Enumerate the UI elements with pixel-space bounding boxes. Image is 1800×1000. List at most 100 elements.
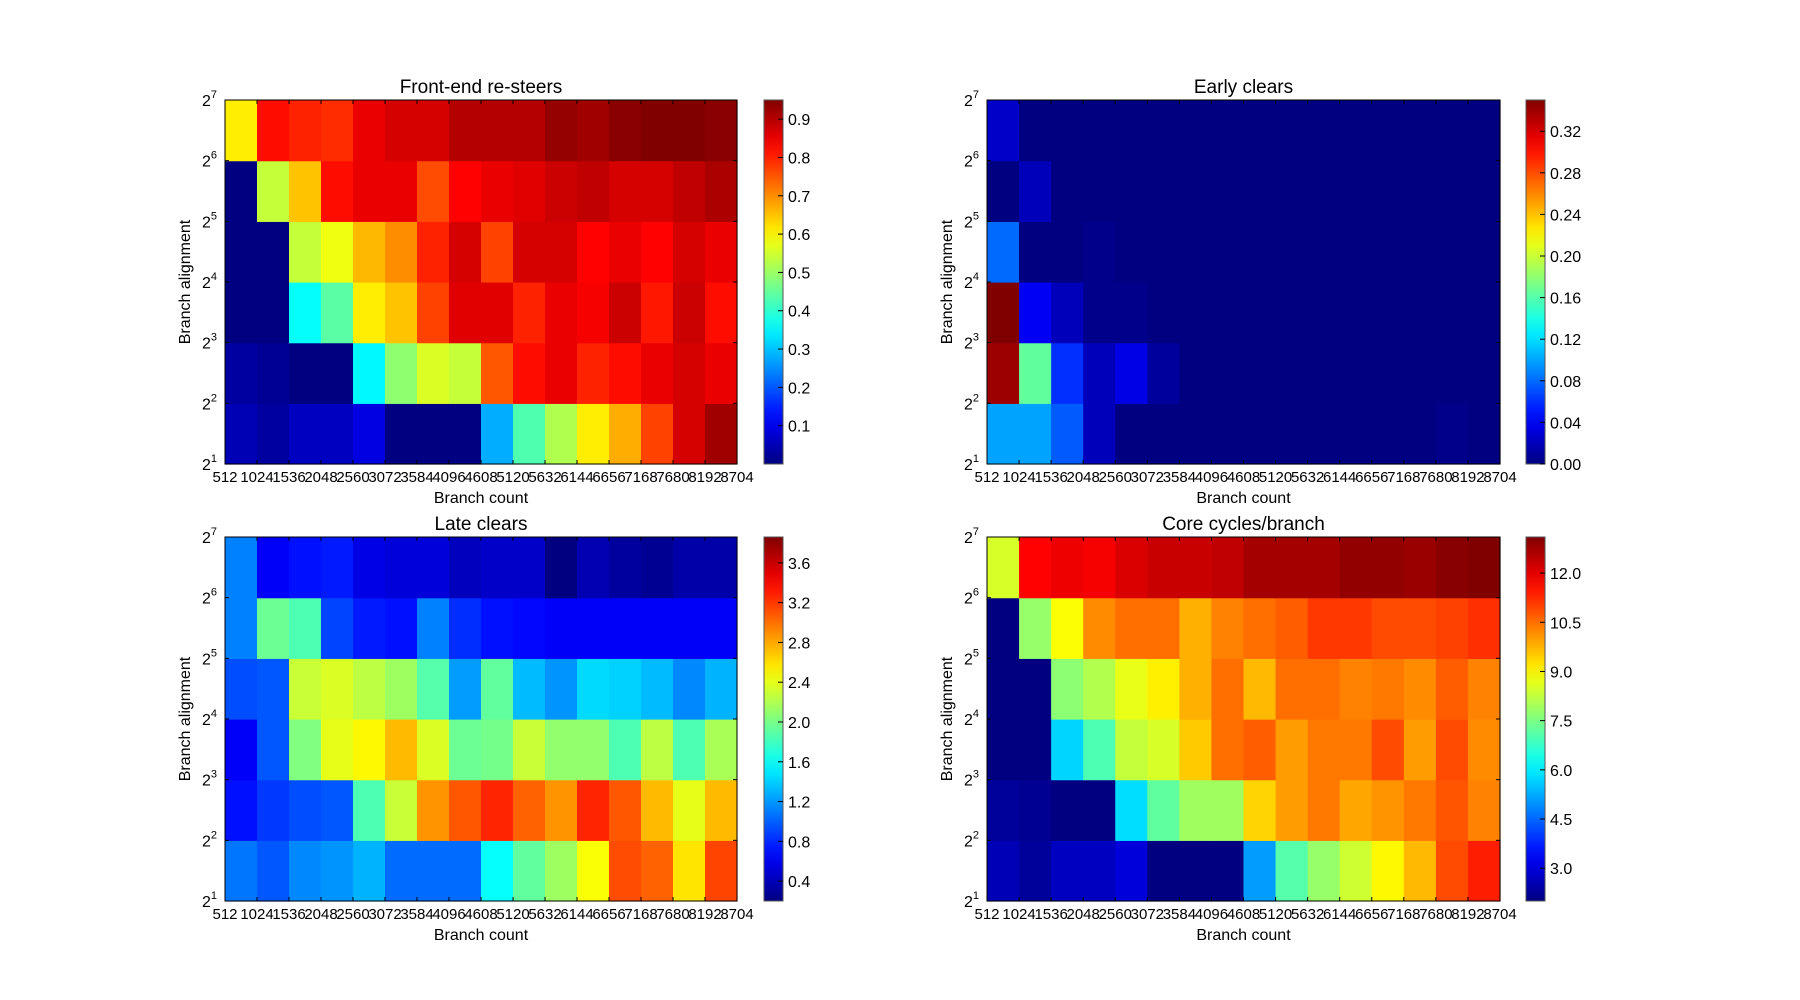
y-tick-exponent: 1 xyxy=(973,453,979,465)
heatmap-cell xyxy=(1115,779,1148,841)
heatmap-cell xyxy=(1243,160,1277,222)
heatmap-cell xyxy=(705,221,738,283)
heatmap-cell xyxy=(1371,537,1405,599)
heatmap-cell xyxy=(385,537,418,599)
heatmap-cell xyxy=(1083,779,1116,841)
y-tick-label: 25 xyxy=(964,210,979,231)
heatmap-cell xyxy=(257,403,290,465)
y-tick-label: 23 xyxy=(202,332,217,353)
heatmap-cell xyxy=(1083,403,1116,465)
heatmap-cell xyxy=(1115,658,1148,720)
chart-title: Early clears xyxy=(1194,77,1293,98)
colorbar-tick-label: 0.1 xyxy=(788,419,810,436)
heatmap-cell xyxy=(1435,100,1469,162)
x-tick-label: 2048 xyxy=(304,906,337,923)
y-tick-base: 2 xyxy=(964,457,973,474)
heatmap-cell xyxy=(353,160,386,222)
x-tick-label: 7680 xyxy=(1419,906,1452,923)
heatmap-cell xyxy=(641,840,674,902)
y-tick-exponent: 3 xyxy=(211,769,217,781)
colorbar-tick-label: 0.5 xyxy=(788,265,810,282)
heatmap-cell xyxy=(1467,342,1501,404)
heatmap-cell xyxy=(705,840,738,902)
heatmap-cell xyxy=(1307,403,1341,465)
heatmap-cell xyxy=(987,160,1020,222)
heatmap-cell xyxy=(1467,658,1501,720)
heatmap-cell xyxy=(987,342,1020,404)
heatmap-cell xyxy=(257,221,290,283)
heatmap-cell xyxy=(1019,403,1052,465)
heatmap-cell xyxy=(225,658,258,720)
heatmap-cell xyxy=(641,597,674,659)
y-tick-exponent: 7 xyxy=(211,89,217,101)
heatmap-cell xyxy=(449,342,482,404)
y-tick-label: 26 xyxy=(964,150,979,171)
colorbar-tick-label: 0.8 xyxy=(788,834,810,851)
heatmap-cell xyxy=(321,779,354,841)
heatmap-cell xyxy=(1115,840,1148,902)
x-tick-label: 2560 xyxy=(1099,906,1132,923)
heatmap-cell xyxy=(609,658,642,720)
heatmap-cell xyxy=(1403,160,1437,222)
colorbar-tick-label: 0.8 xyxy=(788,150,810,167)
heatmap-cell xyxy=(609,342,642,404)
heatmap-cell xyxy=(1115,282,1148,344)
heatmap-cell xyxy=(1211,282,1245,344)
y-tick-exponent: 6 xyxy=(211,150,217,162)
y-tick-exponent: 4 xyxy=(211,271,217,283)
heatmap-cell xyxy=(1275,160,1309,222)
colorbar-tick-label: 0.12 xyxy=(1550,332,1581,349)
y-tick-base: 2 xyxy=(202,154,211,171)
colorbar-tick-label: 3.2 xyxy=(788,596,810,613)
y-tick-label: 23 xyxy=(964,332,979,353)
heatmap-cell xyxy=(385,403,418,465)
heatmap-cell xyxy=(225,342,258,404)
heatmap-cell xyxy=(225,100,258,162)
heatmap-cell xyxy=(289,597,322,659)
x-tick-label: 6656 xyxy=(1355,906,1388,923)
x-tick-label: 3584 xyxy=(1163,906,1196,923)
heatmap-cell xyxy=(1051,342,1084,404)
heatmap-cell xyxy=(673,160,706,222)
colorbar-tick-label: 0.2 xyxy=(788,380,810,397)
colorbar-tick-label: 1.6 xyxy=(788,755,810,772)
y-tick-exponent: 5 xyxy=(973,210,979,222)
heatmap-cell xyxy=(1435,282,1469,344)
heatmap-cell xyxy=(1435,597,1469,659)
x-tick-label: 4608 xyxy=(1227,469,1260,486)
heatmap-cell xyxy=(513,597,546,659)
heatmap-cell xyxy=(545,160,578,222)
chart-title: Late clears xyxy=(435,514,528,535)
x-tick-label: 2048 xyxy=(304,469,337,486)
colorbar-tick-label: 0.20 xyxy=(1550,249,1581,266)
y-tick-base: 2 xyxy=(964,833,973,850)
heatmap-cell xyxy=(1211,840,1245,902)
heatmap-cell xyxy=(289,840,322,902)
heatmap-cell xyxy=(417,658,450,720)
heatmap-cell xyxy=(1147,221,1180,283)
heatmap-cell xyxy=(1083,840,1116,902)
y-tick-exponent: 5 xyxy=(211,210,217,222)
heatmap-cell xyxy=(1275,840,1309,902)
heatmap-cell xyxy=(1051,160,1084,222)
heatmap-cell xyxy=(1019,597,1052,659)
x-tick-label: 5632 xyxy=(1291,906,1324,923)
heatmap-cell xyxy=(545,537,578,599)
heatmap-cell xyxy=(1275,221,1309,283)
heatmap-cell xyxy=(577,658,610,720)
heatmap-cell xyxy=(1115,403,1148,465)
heatmap-cell xyxy=(1147,403,1180,465)
heatmap-cell xyxy=(1339,658,1373,720)
x-tick-label: 8704 xyxy=(1483,906,1516,923)
heatmap-cell xyxy=(449,282,482,344)
colorbar-tick-label: 2.8 xyxy=(788,635,810,652)
heatmap-cell xyxy=(987,840,1020,902)
heatmap-cell xyxy=(481,719,514,781)
heatmap-cell xyxy=(1403,342,1437,404)
colorbar-tick-label: 3.6 xyxy=(788,556,810,573)
x-tick-label: 5120 xyxy=(496,906,529,923)
colorbar-gradient xyxy=(763,536,784,902)
heatmap-cell xyxy=(641,100,674,162)
x-axis-label: Branch count xyxy=(1196,490,1291,507)
heatmap-cell xyxy=(705,160,738,222)
